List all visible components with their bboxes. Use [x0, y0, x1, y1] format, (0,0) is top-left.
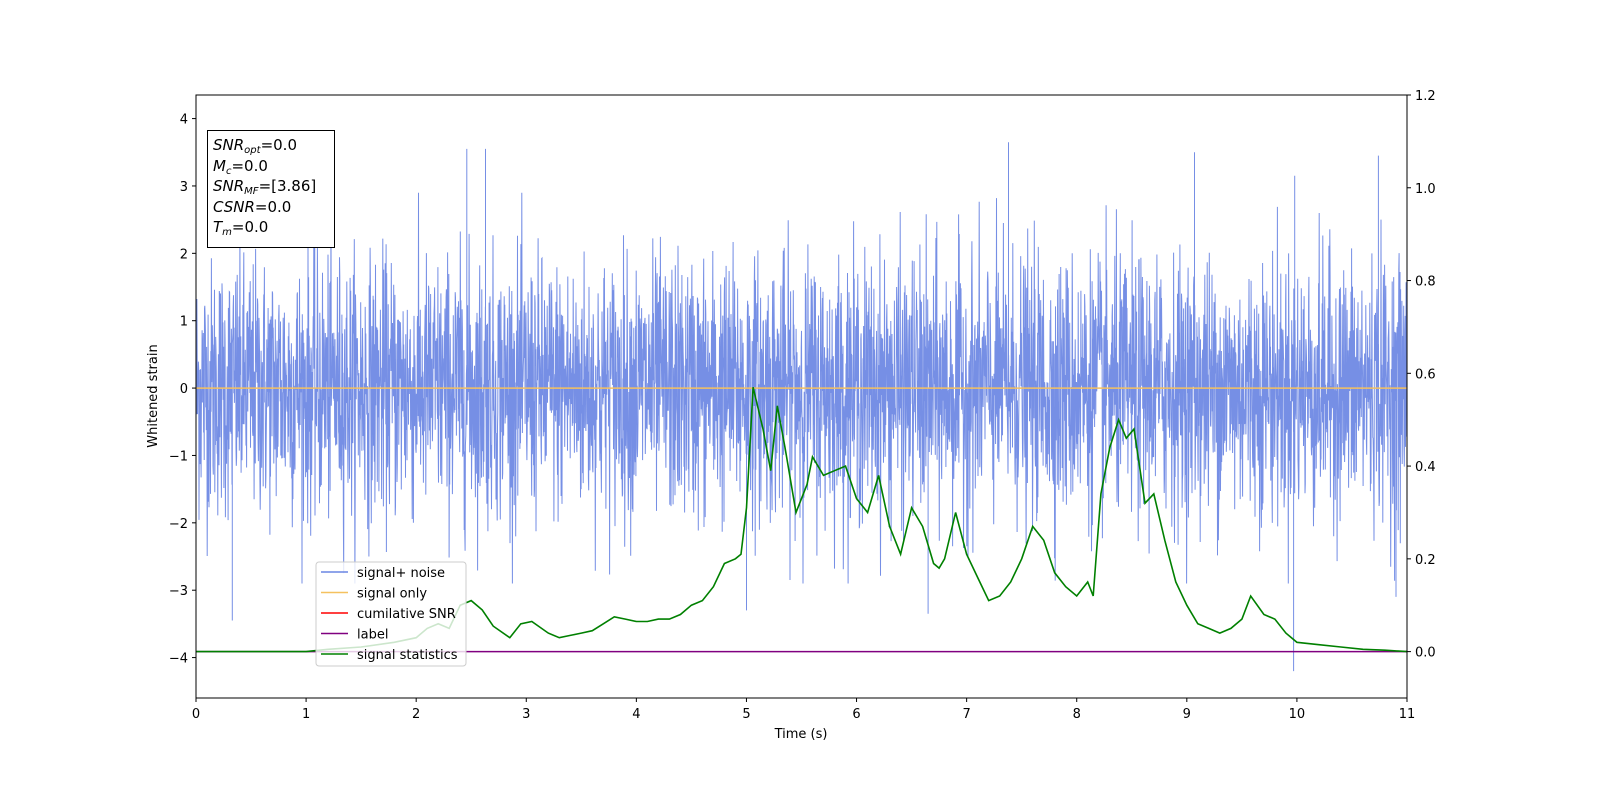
x-tick-label: 9 [1183, 707, 1191, 722]
right-y-tick-label: 0.4 [1415, 460, 1436, 475]
annotation-csnr: CSNR=0.0 [213, 197, 292, 216]
left-y-tick-label: 3 [180, 180, 188, 195]
legend: signal+ noise signal only cumilative SNR la… [315, 561, 467, 667]
x-tick-label: 2 [412, 707, 420, 722]
annotation-tm: Tm=0.0 [213, 218, 269, 238]
x-tick-label: 10 [1289, 707, 1306, 722]
signal-statistics-line [196, 387, 1408, 653]
right-y-tick-label: 1.2 [1415, 89, 1436, 104]
x-tick-label: 8 [1073, 707, 1081, 722]
x-tick-label: 0 [192, 707, 200, 722]
annotation-snr-mf: SNRMF=[3.86] [213, 177, 317, 197]
legend-label: cumilative SNR [357, 607, 456, 622]
left-y-tick-label: −2 [169, 517, 188, 532]
annotation-mc: Mc=0.0 [213, 156, 268, 177]
annotation-box: SNRopt=0.0 Mc=0.0 SNRMF=[3.86] CSNR=0.0 … [207, 130, 335, 248]
right-y-axis-ticks: 1.2 1.0 0.8 0.6 0.4 0.2 0.0 [1407, 89, 1436, 661]
left-y-tick-label: −4 [169, 652, 188, 667]
x-axis-label: Time (s) [774, 727, 828, 742]
left-y-axis-ticks: 4 3 2 1 0 −1 −2 −3 −4 [169, 113, 196, 667]
x-tick-label: 5 [742, 707, 750, 722]
left-y-tick-label: 0 [180, 382, 188, 397]
y-axis-label: Whitened strain [146, 344, 161, 447]
x-axis-ticks: 0 1 2 3 4 5 6 7 8 9 10 11 [192, 698, 1415, 722]
legend-box [315, 561, 467, 667]
left-y-tick-label: 2 [180, 247, 188, 262]
x-tick-label: 11 [1399, 707, 1416, 722]
annotation-snr-opt: SNRopt=0.0 [213, 136, 297, 156]
signal-statistics-series [196, 387, 1408, 653]
x-tick-label: 7 [962, 707, 970, 722]
legend-label: signal statistics [357, 648, 458, 663]
legend-label: label [357, 628, 388, 643]
right-y-tick-label: 0.8 [1415, 275, 1436, 290]
right-y-tick-label: 0.0 [1415, 646, 1436, 661]
x-tick-label: 1 [302, 707, 310, 722]
plot-frame [195, 94, 1408, 699]
right-y-tick-label: 0.6 [1415, 367, 1436, 382]
right-y-tick-label: 1.0 [1415, 182, 1436, 197]
x-tick-label: 3 [522, 707, 530, 722]
left-y-tick-label: 1 [180, 315, 188, 330]
left-y-tick-label: −1 [169, 449, 188, 464]
left-y-tick-label: 4 [180, 113, 188, 128]
right-y-tick-label: 0.2 [1415, 553, 1436, 568]
legend-label: signal only [357, 587, 427, 602]
legend-label: signal+ noise [357, 566, 445, 581]
left-y-tick-label: −3 [169, 584, 188, 599]
x-tick-label: 4 [632, 707, 640, 722]
x-tick-label: 6 [852, 707, 860, 722]
